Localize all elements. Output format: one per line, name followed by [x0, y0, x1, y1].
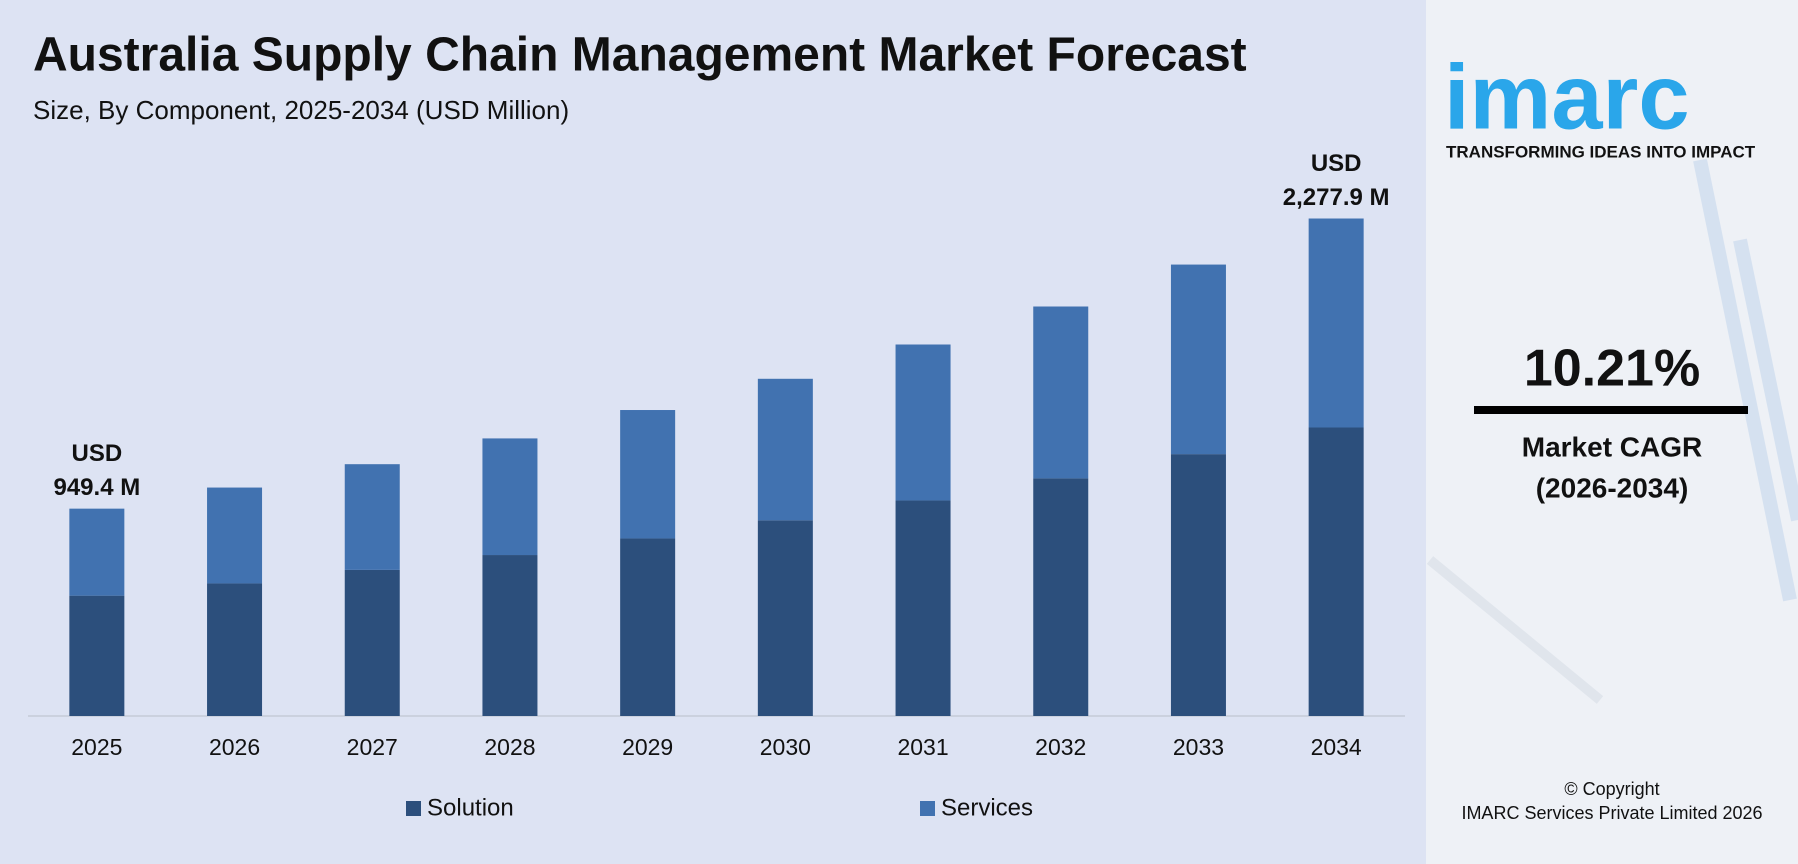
copyright: © Copyright: [1564, 779, 1659, 799]
total-label: 2,277.9 M: [1283, 184, 1390, 211]
bar-segment: [757, 378, 813, 521]
bar-segment: [207, 583, 263, 716]
tagline: TRANSFORMING IDEAS INTO IMPACT: [1446, 142, 1756, 161]
x-tick-label: 2033: [1173, 734, 1224, 760]
bar-segment: [1170, 454, 1226, 716]
chart-title: Australia Supply Chain Management Market…: [33, 29, 1247, 82]
legend-label: Services: [941, 794, 1033, 821]
copyright: IMARC Services Private Limited 2026: [1461, 803, 1762, 823]
x-tick-label: 2032: [1035, 734, 1086, 760]
logo: imarc: [1444, 46, 1690, 148]
x-tick-label: 2031: [897, 734, 948, 760]
chart-subtitle: Size, By Component, 2025-2034 (USD Milli…: [33, 95, 569, 125]
bar-segment: [482, 555, 538, 716]
total-label: USD: [72, 440, 123, 467]
x-tick-label: 2025: [71, 734, 122, 760]
sidebar-decoration: [1426, 158, 1798, 704]
bar-segment: [620, 538, 676, 716]
cagr-period: (2026-2034): [1536, 472, 1689, 503]
bar-segment: [1308, 218, 1364, 428]
bar-segment: [895, 500, 951, 716]
bar-segment: [482, 438, 538, 556]
x-tick-label: 2034: [1311, 734, 1362, 760]
total-label: 949.4 M: [53, 474, 140, 501]
bar-segment: [207, 487, 263, 584]
x-tick-label: 2029: [622, 734, 673, 760]
bar-segment: [69, 595, 125, 716]
bar-segment: [344, 569, 400, 716]
bar-segment: [1033, 478, 1089, 716]
bar-segment: [69, 508, 125, 596]
x-tick-label: 2030: [760, 734, 811, 760]
total-label: USD: [1311, 150, 1362, 177]
x-tick-label: 2028: [484, 734, 535, 760]
bar-segment: [895, 344, 951, 501]
bar-segment: [1308, 427, 1364, 716]
sidebar-panel: [1426, 0, 1798, 864]
bar-segment: [620, 410, 676, 539]
legend-label: Solution: [427, 794, 514, 821]
cagr-label: Market CAGR: [1522, 431, 1702, 462]
bar-segment: [344, 464, 400, 570]
x-tick-label: 2027: [347, 734, 398, 760]
bar-segment: [757, 520, 813, 716]
cagr-value: 10.21%: [1524, 340, 1700, 398]
legend-swatch: [920, 801, 935, 816]
legend-swatch: [406, 801, 421, 816]
bar-segment: [1170, 264, 1226, 455]
x-tick-label: 2026: [209, 734, 260, 760]
bar-segment: [1033, 306, 1089, 479]
cagr-rule: [1474, 406, 1748, 414]
